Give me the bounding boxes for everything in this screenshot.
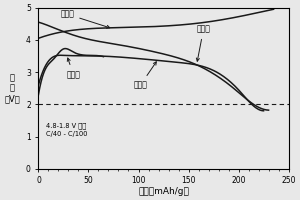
Text: 第二次: 第二次: [134, 62, 156, 90]
X-axis label: 容量（mAh/g）: 容量（mAh/g）: [138, 187, 189, 196]
Text: 第二次: 第二次: [67, 58, 80, 79]
Text: 第一次: 第一次: [196, 25, 210, 61]
Y-axis label: 电
压
（V）: 电 压 （V）: [4, 73, 20, 103]
Text: 第一次: 第一次: [61, 10, 110, 28]
Text: 4.8-1.8 V 截止
C/40 - C/100: 4.8-1.8 V 截止 C/40 - C/100: [46, 122, 88, 137]
